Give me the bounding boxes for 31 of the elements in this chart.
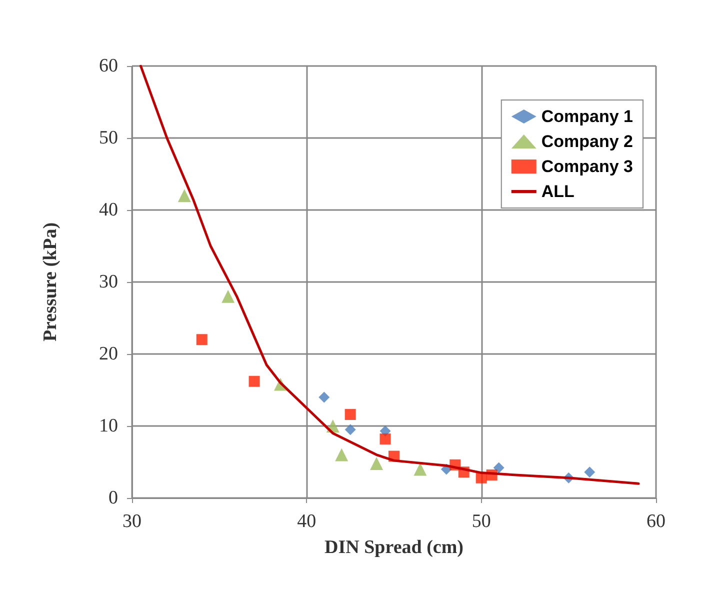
point bbox=[344, 424, 356, 436]
y-tick-label: 0 bbox=[108, 488, 118, 508]
x-tick-label: 30 bbox=[122, 511, 142, 532]
point bbox=[178, 189, 191, 202]
point bbox=[380, 433, 391, 444]
x-tick-label: 50 bbox=[472, 511, 491, 532]
point bbox=[493, 462, 504, 474]
point bbox=[222, 290, 235, 303]
y-tick-label: 50 bbox=[99, 128, 118, 148]
point bbox=[344, 408, 356, 420]
legend-label: ALL bbox=[541, 182, 574, 201]
y-tick-label: 60 bbox=[99, 56, 118, 76]
y-axis-title: Pressure (kPa) bbox=[40, 222, 61, 342]
x-axis-title: DIN Spread (cm) bbox=[324, 537, 464, 558]
point bbox=[196, 334, 208, 346]
y-tick-label: 40 bbox=[99, 200, 118, 220]
y-tick-label: 10 bbox=[99, 416, 118, 436]
line-series bbox=[139, 64, 640, 485]
point bbox=[584, 466, 596, 478]
point bbox=[414, 462, 427, 476]
legend-label: Company 1 bbox=[541, 107, 634, 126]
point bbox=[370, 456, 384, 470]
x-tick-label: 40 bbox=[297, 511, 316, 532]
x-tick-label: 60 bbox=[646, 511, 666, 532]
point bbox=[248, 376, 260, 387]
legend-label: Company 2 bbox=[541, 132, 634, 151]
point bbox=[318, 392, 330, 403]
legend-label: Company 3 bbox=[541, 157, 634, 176]
point bbox=[335, 448, 348, 462]
y-tick-label: 20 bbox=[99, 344, 118, 364]
y-tick-label: 30 bbox=[99, 272, 118, 292]
